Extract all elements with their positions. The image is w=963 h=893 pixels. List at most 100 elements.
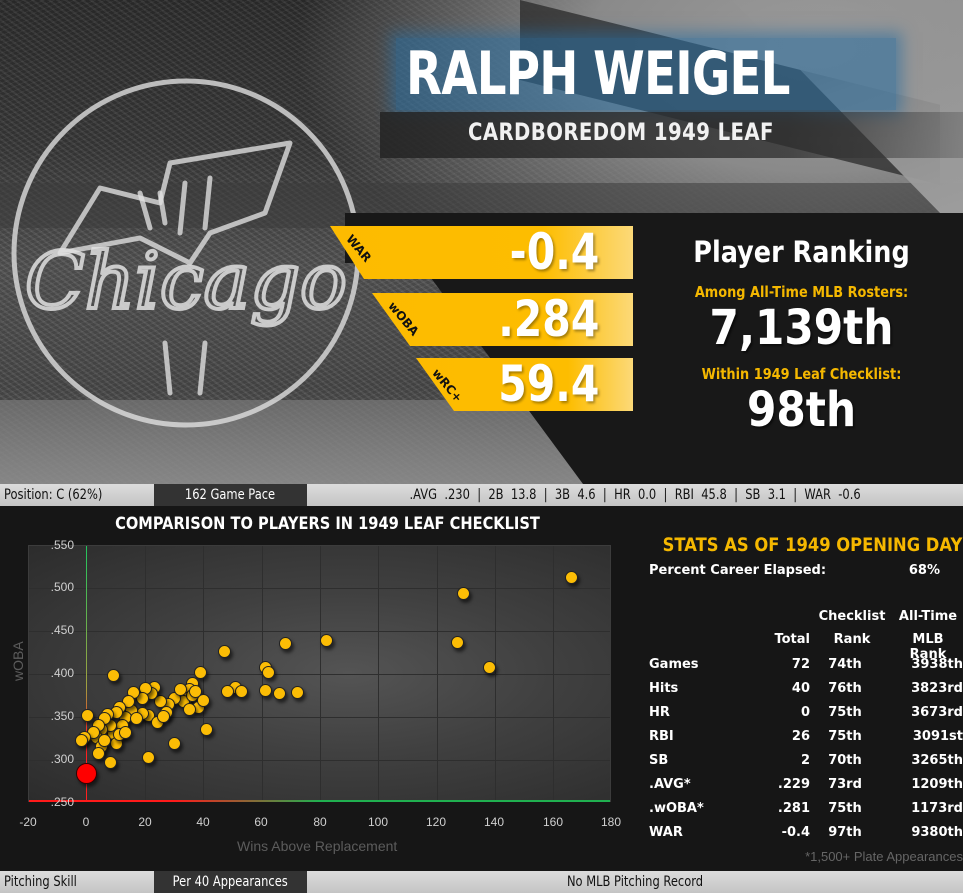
pitching-summary-bar: Pitching Skill Per 40 Appearances No MLB… xyxy=(0,871,963,893)
y-tick: .450 xyxy=(50,623,74,637)
scatter-point xyxy=(258,684,272,698)
career-elapsed-row: Percent Career Elapsed: 68% xyxy=(649,563,940,578)
scatter-point xyxy=(80,709,94,723)
stat-name: .wOBA* xyxy=(649,801,704,816)
x-tick: 180 xyxy=(600,815,622,829)
mlb-rank-header-bottom: MLB Rank xyxy=(909,632,947,662)
stat-checklist-rank: 75th xyxy=(828,729,862,744)
x-tick: 160 xyxy=(542,815,564,829)
stat-name: SB xyxy=(649,753,669,768)
batting-mode-tab[interactable]: 162 Game Pace xyxy=(154,484,307,506)
stats-row: HR 0 75th 3673rd xyxy=(649,705,963,725)
stat-mlb-rank: 9380th xyxy=(911,825,963,840)
stat-name: .AVG* xyxy=(649,777,691,792)
stat-name: WAR xyxy=(649,825,683,840)
x-tick: 60 xyxy=(254,815,268,829)
stats-row: SB 2 70th 3265th xyxy=(649,753,963,773)
all-time-rank-value: 7,139th xyxy=(709,300,894,356)
y-tick: .550 xyxy=(50,538,74,552)
scatter-point xyxy=(156,709,170,723)
woba-value: .284 xyxy=(497,290,599,348)
stat-name: Hits xyxy=(649,681,679,696)
scatter-point xyxy=(290,685,304,699)
svg-text:Chicago: Chicago xyxy=(25,237,347,327)
scatter-point xyxy=(456,587,470,601)
hero-photo: Chicago RALPH WEIGEL CARDBOREDOM 1949 LE… xyxy=(0,0,963,484)
x-tick: 40 xyxy=(196,815,210,829)
checklist-rank-value: 98th xyxy=(746,382,857,438)
woba-label: wOBA xyxy=(385,299,422,339)
wrc-value: 59.4 xyxy=(497,355,599,413)
card-subtitle: CARDBOREDOM 1949 LEAF xyxy=(468,118,774,146)
stats-row: Hits 40 76th 3823rd xyxy=(649,681,963,701)
pitching-record-line: No MLB Pitching Record xyxy=(566,874,704,890)
x-tick: 20 xyxy=(138,815,152,829)
subtitle-bar xyxy=(380,112,963,158)
scatter-point xyxy=(564,571,578,585)
woba-ribbon: wOBA .284 xyxy=(372,293,633,346)
scatter-point xyxy=(98,733,112,747)
scatter-point xyxy=(261,666,275,680)
scatter-point xyxy=(200,722,214,736)
scatter-point xyxy=(235,685,249,699)
stat-mlb-rank: 3823rd xyxy=(911,681,963,696)
stats-row: .AVG* .229 73rd 1209th xyxy=(649,777,963,797)
scatter-point xyxy=(194,666,208,680)
war-ribbon: WAR -0.4 xyxy=(330,226,633,279)
stat-total: 26 xyxy=(791,729,810,744)
stat-mlb-rank: 3673rd xyxy=(911,705,963,720)
scatter-point xyxy=(74,733,88,747)
checklist-rank-label: Within 1949 Leaf Checklist: xyxy=(701,365,902,383)
position-text: Position: C (62%) xyxy=(4,487,103,503)
scatter-point xyxy=(168,736,182,750)
stats-table: STATS AS OF 1949 OPENING DAY xyxy=(640,530,963,556)
pitching-mode-tab[interactable]: Per 40 Appearances xyxy=(154,871,307,893)
x-tick: 80 xyxy=(313,815,327,829)
scatter-point xyxy=(174,682,188,696)
stat-checklist-rank: 75th xyxy=(828,705,862,720)
y-axis-label: wOBA xyxy=(10,641,26,681)
replacement-woba-line xyxy=(29,800,610,802)
stat-total: 40 xyxy=(791,681,810,696)
stats-row: RBI 26 75th 3091st xyxy=(649,729,963,749)
scatter-point xyxy=(197,693,211,707)
stat-checklist-rank: 97th xyxy=(828,825,862,840)
checklist-rank-header-bottom: Rank xyxy=(833,632,871,647)
stats-row: Games 72 74th 3938th xyxy=(649,657,963,677)
stat-checklist-rank: 70th xyxy=(828,753,862,768)
batting-pace-line: .AVG .230 | 2B 13.8 | 3B 4.6 | HR 0.0 | … xyxy=(409,487,861,503)
player-name: RALPH WEIGEL xyxy=(406,39,790,109)
x-tick: 100 xyxy=(367,815,389,829)
scatter-point xyxy=(92,746,106,760)
zero-war-line xyxy=(86,546,87,801)
stats-row: .wOBA* .281 75th 1173rd xyxy=(649,801,963,821)
mlb-rank-header-top: All-Time xyxy=(898,609,958,624)
batting-summary-bar: Position: C (62%) 162 Game Pace .AVG .23… xyxy=(0,484,963,506)
scatter-point xyxy=(217,644,231,658)
stat-checklist-rank: 74th xyxy=(828,657,862,672)
stat-checklist-rank: 73rd xyxy=(828,777,862,792)
scatter-point xyxy=(182,703,196,717)
y-tick: .500 xyxy=(50,580,74,594)
stat-name: HR xyxy=(649,705,670,720)
stat-total: -0.4 xyxy=(781,825,810,840)
x-tick: -20 xyxy=(19,815,37,829)
stat-total: .229 xyxy=(777,777,810,792)
x-tick: 0 xyxy=(82,815,90,829)
x-axis-label: Wins Above Replacement xyxy=(237,838,398,854)
footnote: *1,500+ Plate Appearances xyxy=(805,849,963,864)
all-time-rank-label: Among All-Time MLB Rosters: xyxy=(694,283,909,301)
stat-total: 0 xyxy=(800,705,810,720)
y-tick: .300 xyxy=(50,752,74,766)
player-name-block: RALPH WEIGEL xyxy=(396,38,896,110)
stat-total: 72 xyxy=(791,657,810,672)
stat-name: RBI xyxy=(649,729,674,744)
scatter-point xyxy=(220,685,234,699)
total-header: Total xyxy=(774,632,810,647)
checklist-rank-header-top: Checklist xyxy=(818,609,886,624)
scatter-point xyxy=(153,694,167,708)
scatter-point xyxy=(142,751,155,765)
scatter-point xyxy=(451,636,464,650)
scatter-point xyxy=(118,726,132,740)
scatter-point xyxy=(319,633,333,647)
